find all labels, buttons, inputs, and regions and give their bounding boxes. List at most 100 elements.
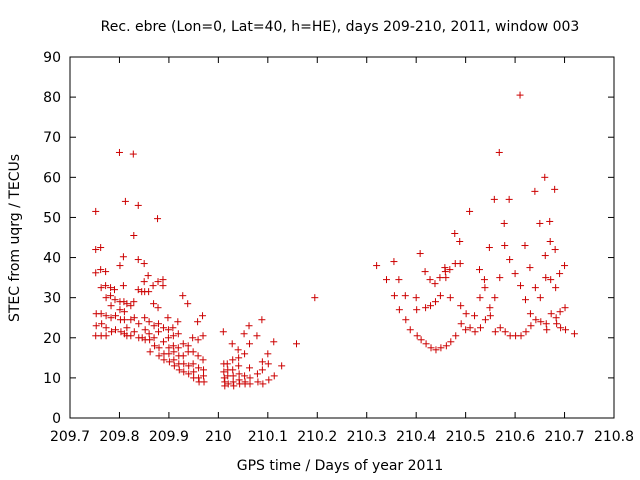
data-point <box>107 314 115 322</box>
data-point <box>121 197 129 205</box>
data-point <box>413 306 421 314</box>
data-point <box>552 284 560 292</box>
data-point <box>501 328 509 336</box>
data-point <box>551 185 559 193</box>
data-point <box>476 294 484 302</box>
data-point <box>511 270 519 278</box>
data-point <box>412 294 420 302</box>
data-point <box>466 324 474 332</box>
data-point <box>159 282 167 290</box>
data-point <box>246 374 254 382</box>
data-point <box>556 270 564 278</box>
data-point <box>541 252 549 260</box>
data-point <box>456 260 464 268</box>
y-tick-label: 80 <box>43 90 61 106</box>
data-point <box>395 276 403 284</box>
data-point <box>107 302 115 310</box>
data-point <box>116 306 124 314</box>
data-point <box>481 316 489 324</box>
data-point <box>395 306 403 314</box>
data-point <box>111 286 119 294</box>
data-point <box>431 280 439 288</box>
data-point <box>442 342 450 350</box>
data-point <box>570 330 578 338</box>
data-point <box>422 340 430 348</box>
data-point <box>476 324 484 332</box>
data-point <box>547 276 555 284</box>
data-point <box>235 370 243 378</box>
data-point <box>442 274 450 282</box>
data-point <box>154 304 162 312</box>
data-point <box>135 320 143 328</box>
data-point <box>462 326 470 334</box>
data-point <box>228 340 236 348</box>
x-tick-label: 210 <box>205 429 232 445</box>
data-point <box>552 314 560 322</box>
data-point <box>542 274 550 282</box>
data-point <box>165 350 173 358</box>
x-tick-labels: 209.7 209.8 209.9 210 210.1 210.2 210.3 210.4 21… <box>50 429 634 445</box>
data-point <box>98 320 106 328</box>
x-tick-label: 209.8 <box>99 429 139 445</box>
data-point <box>175 366 183 374</box>
data-point <box>145 288 153 296</box>
data-point <box>542 320 550 328</box>
data-point <box>92 207 100 215</box>
data-point <box>543 326 551 334</box>
x-tick-label: 210.8 <box>594 429 634 445</box>
x-tick-label: 210.5 <box>446 429 486 445</box>
data-point <box>119 253 127 261</box>
data-point <box>146 336 154 344</box>
data-point <box>194 318 202 326</box>
data-point <box>485 244 493 252</box>
data-point <box>169 324 177 332</box>
data-point <box>496 274 504 282</box>
data-point <box>254 378 262 386</box>
data-point <box>245 322 253 330</box>
data-point <box>427 344 435 352</box>
data-point <box>456 238 464 246</box>
data-point <box>491 294 499 302</box>
data-point <box>130 328 138 336</box>
data-point <box>194 352 202 360</box>
data-point <box>246 364 254 372</box>
y-tick-label: 70 <box>43 130 61 146</box>
data-point <box>373 262 381 270</box>
data-point <box>97 266 105 274</box>
data-point <box>522 328 530 336</box>
data-point <box>130 314 138 322</box>
data-point <box>278 362 286 370</box>
data-point <box>258 316 266 324</box>
data-point <box>537 318 545 326</box>
data-point <box>246 340 254 348</box>
data-point <box>383 276 391 284</box>
data-point <box>155 320 163 328</box>
data-point <box>123 300 131 308</box>
data-point <box>402 316 410 324</box>
data-point <box>102 312 110 320</box>
data-point <box>154 278 162 286</box>
data-point <box>235 354 243 362</box>
data-point <box>486 304 494 312</box>
data-point <box>491 328 499 336</box>
data-point <box>553 320 561 328</box>
data-point <box>159 276 167 284</box>
data-point <box>446 294 454 302</box>
data-point <box>130 298 138 306</box>
data-point <box>92 322 100 330</box>
data-point <box>219 328 227 336</box>
y-tick-label: 40 <box>43 251 61 267</box>
data-point <box>546 238 554 246</box>
data-point <box>441 268 449 276</box>
data-point <box>111 326 119 334</box>
data-point <box>170 362 178 370</box>
data-point <box>199 356 207 364</box>
data-point <box>107 284 115 292</box>
data-point <box>264 360 272 368</box>
data-point <box>551 246 559 254</box>
data-point <box>170 348 178 356</box>
data-point <box>406 326 414 334</box>
data-point <box>447 338 455 346</box>
data-point <box>127 332 135 340</box>
